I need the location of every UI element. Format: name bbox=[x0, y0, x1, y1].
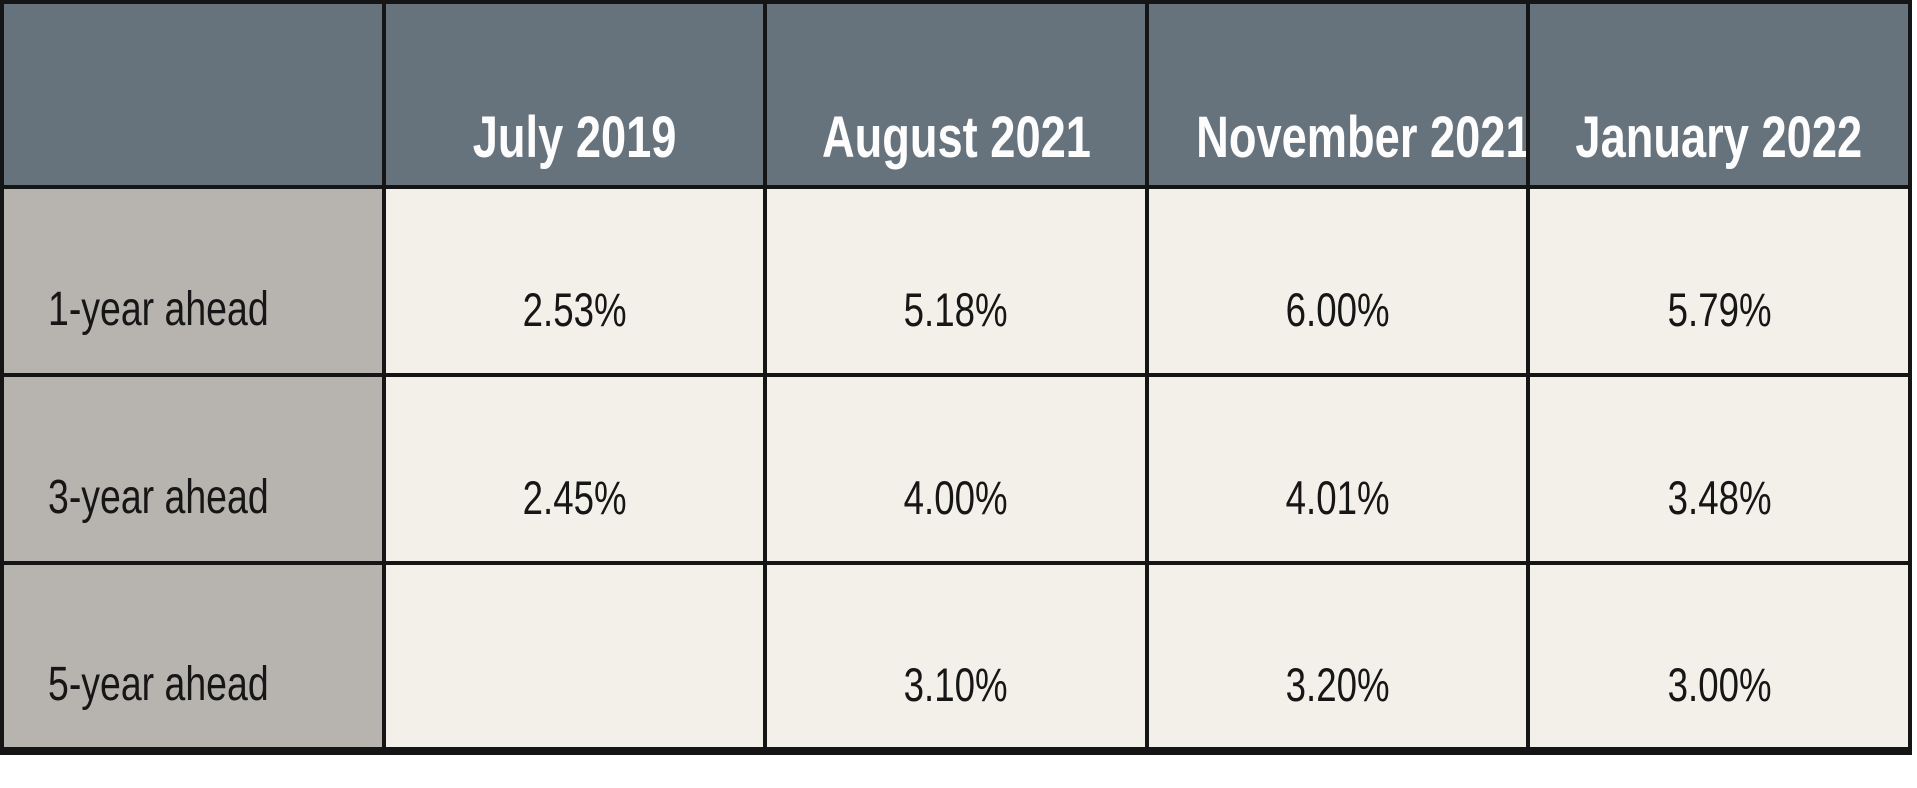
row-label-5-year-ahead: 5-year ahead bbox=[0, 561, 386, 753]
cell-5year-august-2021: 3.10% bbox=[763, 561, 1149, 753]
cell-value: 4.00% bbox=[904, 470, 1008, 524]
cell-5year-july-2019-empty bbox=[381, 561, 768, 753]
cell-1year-july-2019: 2.53% bbox=[381, 185, 768, 377]
row-label-text: 5-year ahead bbox=[48, 657, 269, 711]
cell-value: 3.10% bbox=[904, 657, 1008, 711]
cell-value: 2.45% bbox=[522, 470, 627, 524]
corner-cell bbox=[0, 0, 386, 189]
column-header-august-2021: August 2021 bbox=[763, 0, 1149, 189]
table-header: July 2019 August 2021 November 2021 Janu… bbox=[0, 0, 1912, 189]
cell-value: 4.01% bbox=[1285, 470, 1390, 524]
cell-3year-november-2021: 4.01% bbox=[1144, 373, 1531, 565]
row-label-1-year-ahead: 1-year ahead bbox=[0, 185, 386, 377]
cell-value: 3.00% bbox=[1667, 657, 1772, 711]
row-label-text: 3-year ahead bbox=[48, 470, 269, 524]
header-row: July 2019 August 2021 November 2021 Janu… bbox=[0, 0, 1912, 189]
column-header-july-2019: July 2019 bbox=[381, 0, 768, 189]
cell-value: 6.00% bbox=[1285, 282, 1390, 336]
column-header-january-2022: January 2022 bbox=[1526, 0, 1912, 189]
cell-value: 5.79% bbox=[1667, 282, 1772, 336]
table-row-1-year-ahead: 1-year ahead 2.53% 5.18% 6.00% 5.79% bbox=[0, 185, 1912, 377]
column-header-label: August 2021 bbox=[821, 105, 1091, 170]
cell-3year-august-2021: 4.00% bbox=[763, 373, 1149, 565]
table-body: 1-year ahead 2.53% 5.18% 6.00% 5.79% 3-y… bbox=[0, 185, 1912, 753]
column-header-label: July 2019 bbox=[472, 105, 677, 170]
cell-value: 3.20% bbox=[1285, 657, 1390, 711]
cell-5year-november-2021: 3.20% bbox=[1144, 561, 1531, 753]
table-row-3-year-ahead: 3-year ahead 2.45% 4.00% 4.01% 3.48% bbox=[0, 373, 1912, 565]
cell-1year-november-2021: 6.00% bbox=[1144, 185, 1531, 377]
cell-value: 2.53% bbox=[522, 282, 627, 336]
cell-5year-january-2022: 3.00% bbox=[1526, 561, 1912, 753]
inflation-expectations-table: July 2019 August 2021 November 2021 Janu… bbox=[0, 0, 1912, 755]
column-header-label: January 2022 bbox=[1575, 105, 1863, 170]
cell-1year-january-2022: 5.79% bbox=[1526, 185, 1912, 377]
column-header-november-2021: November 2021 bbox=[1144, 0, 1531, 189]
row-label-3-year-ahead: 3-year ahead bbox=[0, 373, 386, 565]
cell-value: 5.18% bbox=[904, 282, 1008, 336]
cell-value: 3.48% bbox=[1667, 470, 1772, 524]
cell-3year-july-2019: 2.45% bbox=[381, 373, 768, 565]
column-header-label: November 2021 bbox=[1195, 105, 1529, 170]
row-label-text: 1-year ahead bbox=[48, 282, 269, 336]
cell-1year-august-2021: 5.18% bbox=[763, 185, 1149, 377]
cell-3year-january-2022: 3.48% bbox=[1526, 373, 1912, 565]
table-row-5-year-ahead: 5-year ahead 3.10% 3.20% 3.00% bbox=[0, 561, 1912, 753]
